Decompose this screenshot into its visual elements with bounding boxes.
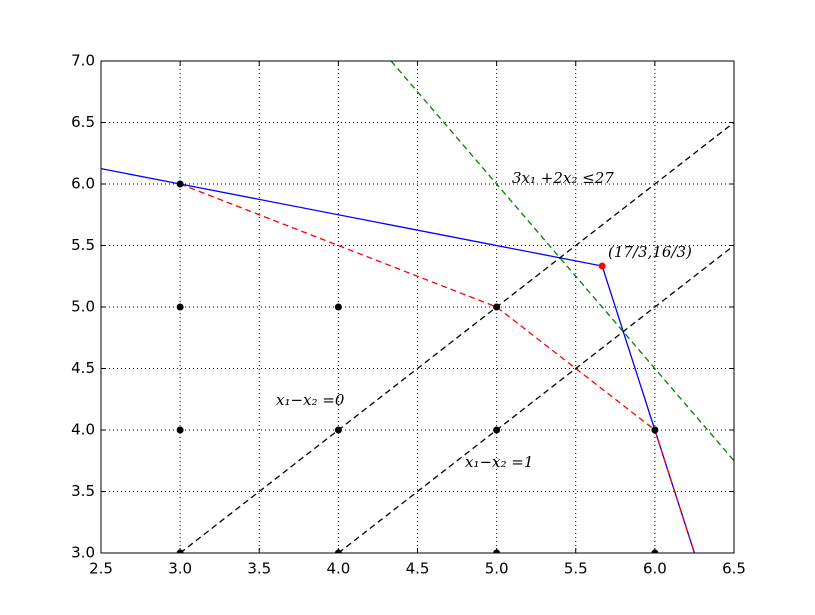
- line: [337, 244, 734, 553]
- line: [179, 121, 734, 553]
- y-tick-label: 4.0: [71, 421, 95, 439]
- annotation: x₁−x₂ =1: [465, 453, 533, 471]
- annotation: x₁−x₂ =0: [276, 391, 345, 409]
- point: [598, 262, 606, 270]
- x-tick-label: 5.0: [485, 560, 509, 578]
- x-tick-label: 6.0: [643, 560, 667, 578]
- y-tick-label: 7.0: [71, 52, 95, 70]
- x-tick-label: 6.5: [722, 560, 746, 578]
- annotation: (17/3,16/3): [608, 243, 692, 261]
- annotation: 3x₁ +2x₂ ≤27: [512, 169, 614, 187]
- point: [334, 426, 342, 434]
- line: [179, 183, 696, 553]
- x-tick-label: 4.0: [326, 560, 350, 578]
- x-tick-label: 3.0: [168, 560, 192, 578]
- x-tick-label: 5.5: [564, 560, 588, 578]
- point: [651, 426, 659, 434]
- x-tick-label: 4.5: [406, 560, 430, 578]
- y-tick-label: 6.5: [71, 113, 95, 131]
- y-tick-label: 6.0: [71, 175, 95, 193]
- x-tick-label: 3.5: [247, 560, 271, 578]
- point: [176, 303, 184, 311]
- point: [176, 426, 184, 434]
- point: [493, 303, 501, 311]
- point: [176, 180, 184, 188]
- y-tick-label: 3.5: [71, 482, 95, 500]
- ticks: 2.5 3.0 3.5 4.0 4.5 5.0 5.5 6.0 6.53.03.54.04.55…: [71, 52, 746, 578]
- y-tick-label: 5.5: [71, 236, 95, 254]
- y-tick-label: 5.0: [71, 298, 95, 316]
- point: [334, 303, 342, 311]
- y-tick-label: 4.5: [71, 359, 95, 377]
- line: [390, 61, 734, 462]
- x-tick-label: 2.5: [89, 560, 113, 578]
- y-tick-label: 3.0: [71, 544, 95, 562]
- point: [493, 426, 501, 434]
